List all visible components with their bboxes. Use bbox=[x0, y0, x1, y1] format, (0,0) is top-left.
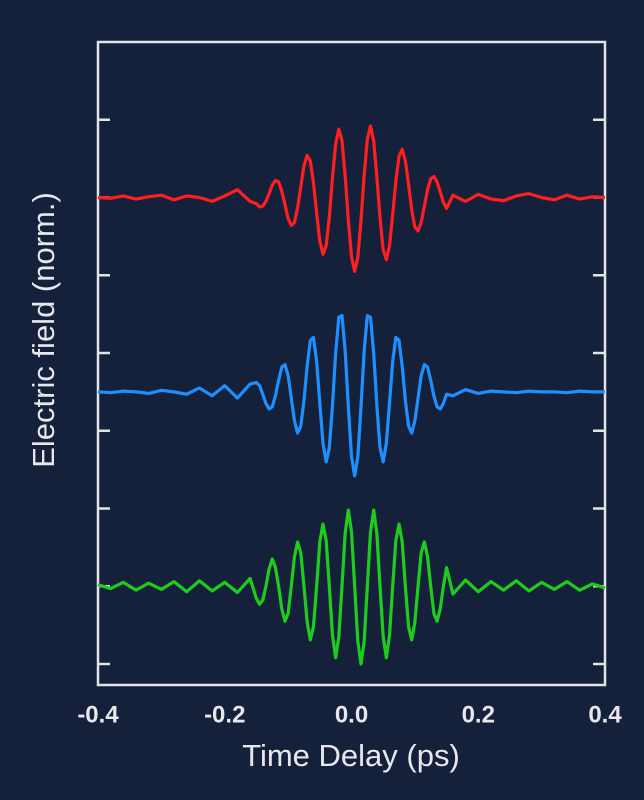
x-axis-label: Time Delay (ps) bbox=[242, 738, 460, 773]
signal-line bbox=[97, 314, 605, 478]
signal-line bbox=[97, 508, 606, 666]
x-tick-label: -0.4 bbox=[77, 701, 119, 728]
x-tick-label: 0.2 bbox=[462, 701, 495, 728]
x-tick-label: -0.2 bbox=[204, 701, 245, 728]
signal-line bbox=[97, 124, 606, 273]
plot-frame bbox=[96, 40, 607, 687]
x-tick-label: 0.0 bbox=[335, 701, 368, 728]
x-tick-label: 0.4 bbox=[588, 701, 622, 728]
y-axis-label: Electric field (norm.) bbox=[26, 192, 61, 468]
